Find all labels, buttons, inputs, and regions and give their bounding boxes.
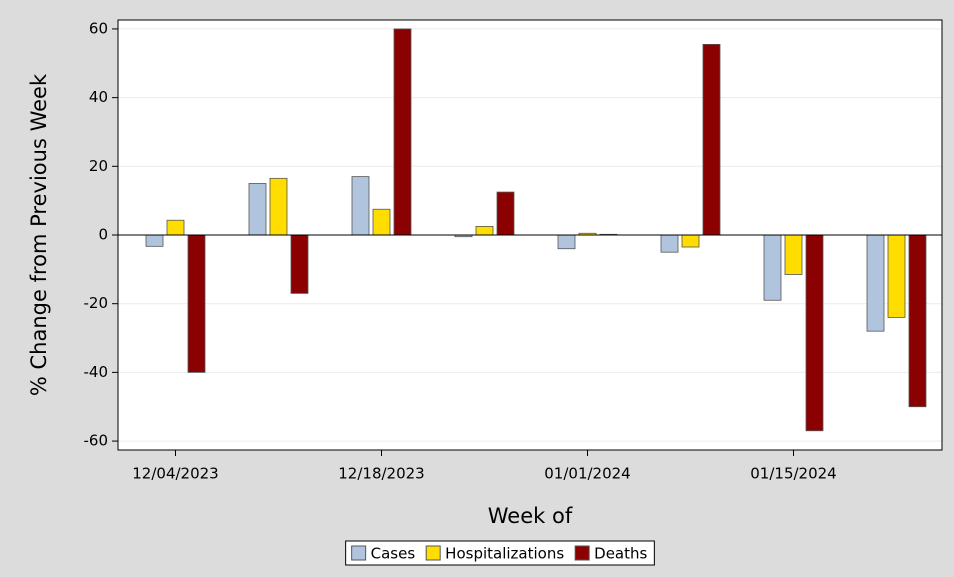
legend-label: Cases: [371, 545, 416, 563]
bar: [702, 43, 721, 236]
y-axis-label: % Change from Previous Week: [27, 73, 51, 396]
legend-swatch: [574, 545, 590, 561]
bar: [496, 191, 515, 236]
bar: [681, 234, 700, 248]
plot-frame: [117, 19, 943, 451]
bar: [372, 208, 391, 236]
bar: [187, 234, 206, 373]
bar: [805, 234, 824, 432]
y-tick-label: 0: [98, 226, 108, 244]
legend-swatch: [351, 545, 367, 561]
x-tick-label: 01/01/2024: [544, 465, 630, 483]
legend-label: Hospitalizations: [445, 545, 564, 563]
y-tick-label: 40: [89, 88, 108, 106]
y-tick-label: -40: [84, 363, 109, 381]
bar: [166, 219, 185, 236]
x-tick-label: 12/04/2023: [132, 465, 218, 483]
bar: [763, 234, 782, 301]
bar: [557, 234, 576, 250]
bar: [908, 234, 927, 408]
x-tick-label: 01/15/2024: [750, 465, 836, 483]
bar: [393, 28, 412, 236]
y-tick-label: -60: [84, 432, 109, 450]
bar: [351, 176, 370, 236]
bar: [248, 183, 267, 236]
legend-swatch: [425, 545, 441, 561]
x-tick-label: 12/18/2023: [338, 465, 424, 483]
bar: [475, 226, 494, 236]
y-tick-label: 20: [89, 157, 108, 175]
bar: [784, 234, 803, 275]
legend: [345, 540, 655, 566]
bar: [290, 234, 309, 294]
bar: [887, 234, 906, 318]
x-axis-label: Week of: [488, 504, 573, 528]
legend-label: Deaths: [594, 545, 647, 563]
bar: [866, 234, 885, 332]
y-tick-label: -20: [84, 294, 109, 312]
y-tick-label: 60: [89, 19, 108, 37]
bar: [269, 177, 288, 236]
bar: [145, 234, 164, 247]
bar: [660, 234, 679, 253]
